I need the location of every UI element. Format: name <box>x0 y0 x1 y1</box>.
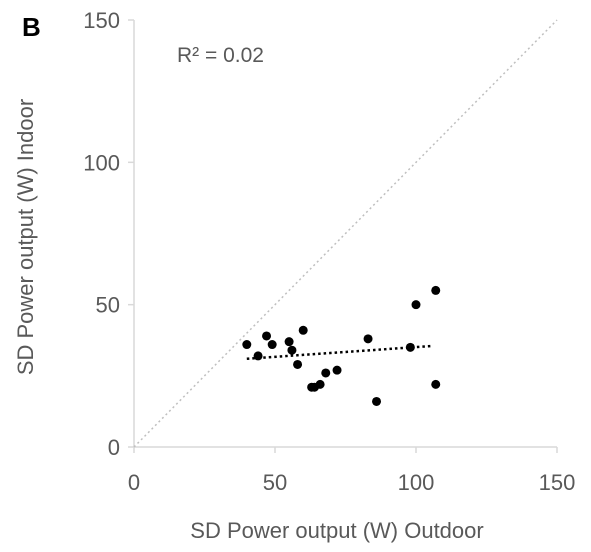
trendline-line <box>246 344 434 361</box>
data-point <box>287 345 297 355</box>
data-point <box>242 340 252 350</box>
axes <box>128 19 558 453</box>
data-point <box>298 325 308 335</box>
y-tick-label: 50 <box>96 293 120 318</box>
tick-labels: 0 50 100 150 0 50 100 150 <box>83 8 575 495</box>
data-point <box>284 337 294 347</box>
data-point <box>363 334 373 344</box>
data-point <box>332 365 342 375</box>
data-point <box>315 379 325 389</box>
x-tick-label: 150 <box>539 470 576 495</box>
r-squared-annotation: R² = 0.02 <box>177 44 264 67</box>
data-point <box>431 379 441 389</box>
x-tick-label: 50 <box>263 470 287 495</box>
data-point <box>411 300 421 310</box>
data-point <box>431 285 441 295</box>
x-axis-label: SD Power output (W) Outdoor <box>190 518 483 543</box>
y-tick-label: 0 <box>108 435 120 460</box>
panel-label: B <box>22 12 41 42</box>
y-tick-label: 100 <box>83 150 120 175</box>
trendline <box>246 344 434 361</box>
x-tick-label: 100 <box>398 470 435 495</box>
data-point <box>293 359 303 369</box>
data-point <box>267 340 277 350</box>
data-points <box>242 285 441 406</box>
identity-line <box>133 19 558 448</box>
identity-reference-line <box>133 19 558 448</box>
data-point <box>262 331 272 341</box>
y-tick-label: 150 <box>83 8 120 33</box>
y-axis-label: SD Power output (W) Indoor <box>13 99 38 375</box>
data-point <box>372 396 382 406</box>
data-point <box>321 368 331 378</box>
x-tick-label: 0 <box>128 470 140 495</box>
data-point <box>405 342 415 352</box>
data-point <box>253 351 263 361</box>
